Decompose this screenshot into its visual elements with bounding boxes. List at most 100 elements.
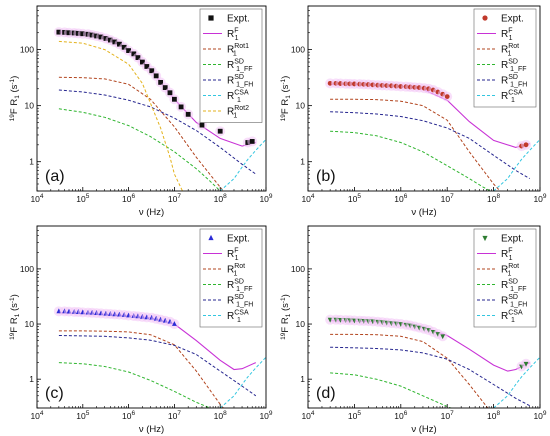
x-axis-label: ν (Hz) xyxy=(411,207,436,218)
legend-label: Expt. xyxy=(501,14,524,25)
x-tick-label: 107 xyxy=(168,193,181,204)
legend-label: RRot 1 xyxy=(501,43,519,58)
legend-label: Expt. xyxy=(227,234,250,245)
legend-marker xyxy=(482,235,488,242)
expt-point xyxy=(249,139,255,144)
x-tick-label: 108 xyxy=(214,193,227,204)
legend-label: RSD 1_FH xyxy=(227,294,253,309)
series-line-r1rot xyxy=(330,98,501,191)
expt-point xyxy=(112,39,118,45)
expt-point xyxy=(117,41,122,47)
y-tick-label: 100 xyxy=(20,45,34,55)
legend-marker xyxy=(208,234,214,241)
series-group xyxy=(330,83,540,191)
y-tick-label: 10 xyxy=(25,319,35,329)
x-tick-label: 104 xyxy=(301,193,314,204)
y-tick-label: 10 xyxy=(25,101,35,111)
expt-point xyxy=(158,79,164,85)
legend-label: RRot 1 xyxy=(501,263,519,278)
x-axis-label: ν (Hz) xyxy=(139,207,164,218)
expt-point xyxy=(523,361,529,367)
legend-box xyxy=(199,228,263,328)
legend-label: RCSA 1 xyxy=(227,90,249,105)
series-line-r1csa xyxy=(219,139,266,191)
legend-label: RF 1 xyxy=(227,28,239,43)
plot-frame xyxy=(307,225,541,409)
expt-point xyxy=(56,29,62,35)
legend-label: RRot 1 xyxy=(227,263,245,278)
expt-point xyxy=(199,122,205,128)
y-axis-label: 19F R1 (s-1) xyxy=(9,76,21,122)
x-tick-label: 105 xyxy=(348,410,361,421)
panel-label: (d) xyxy=(316,385,336,402)
x-axis-label: ν (Hz) xyxy=(411,424,436,435)
legend-label: Expt. xyxy=(227,14,250,25)
series-line-r1sd-fh xyxy=(58,89,257,175)
x-tick-label: 106 xyxy=(122,193,135,204)
x-tick-label: 109 xyxy=(533,410,546,421)
expt-points xyxy=(325,314,532,372)
expt-point xyxy=(162,85,168,90)
legend-label: Expt. xyxy=(501,234,524,245)
legend-box xyxy=(473,228,537,328)
legend-label: RRot2 1 xyxy=(227,105,249,120)
series-line-r1csa xyxy=(493,139,540,191)
y-axis-label: 19F R1 (s-1) xyxy=(9,294,21,340)
expt-point xyxy=(139,59,145,65)
series-line-r1sd-ff xyxy=(58,362,212,408)
series-line-r1rot2 xyxy=(58,40,183,191)
plot-frame xyxy=(36,5,267,192)
expt-point xyxy=(217,128,223,134)
legend-label: RSD 1_FF xyxy=(227,59,253,74)
legend-box xyxy=(199,8,263,123)
expt-point xyxy=(172,96,177,102)
legend-label: RSD 1_FF xyxy=(501,279,527,294)
y-tick-label: 1 xyxy=(29,374,34,384)
x-tick-label: 104 xyxy=(30,193,43,204)
y-tick-label: 100 xyxy=(20,264,34,274)
y-tick-label: 10 xyxy=(296,319,306,329)
x-tick-label: 106 xyxy=(122,410,135,421)
x-tick-label: 108 xyxy=(487,193,500,204)
x-tick-label: 108 xyxy=(487,410,500,421)
x-tick-label: 105 xyxy=(348,193,361,204)
series-line-r1sd-ff xyxy=(330,130,492,191)
legend-label: RF 1 xyxy=(227,248,239,263)
expt-point xyxy=(98,34,104,40)
x-tick-label: 104 xyxy=(301,410,314,421)
y-tick-label: 1 xyxy=(300,374,305,384)
x-axis-label: ν (Hz) xyxy=(139,424,164,435)
panel-label: (b) xyxy=(316,168,336,185)
series-line-r1sd-fh xyxy=(58,335,257,397)
expt-point xyxy=(135,55,141,61)
panel-label: (a) xyxy=(45,168,65,185)
expt-point xyxy=(185,111,191,117)
expt-point xyxy=(167,90,173,96)
x-tick-label: 104 xyxy=(30,410,43,421)
legend-label: RSD 1_FF xyxy=(227,279,253,294)
x-tick-label: 106 xyxy=(394,410,407,421)
expt-point xyxy=(172,321,177,326)
series-line-r1sd-fh xyxy=(330,346,530,407)
legend-marker xyxy=(482,15,488,21)
x-tick-label: 107 xyxy=(441,193,454,204)
y-tick-label: 1 xyxy=(29,157,34,167)
expt-points xyxy=(53,306,180,330)
expt-point xyxy=(444,94,450,100)
expt-point xyxy=(153,73,159,79)
y-tick-label: 1 xyxy=(300,157,305,167)
panel-label: (c) xyxy=(45,385,64,402)
x-tick-label: 107 xyxy=(441,410,454,421)
legend-label: RF 1 xyxy=(501,248,513,263)
legend-label: RSD 1_FF xyxy=(501,59,527,74)
expt-point xyxy=(121,44,127,50)
series-line-r1sd-ff xyxy=(58,108,221,191)
x-tick-label: 109 xyxy=(259,193,272,204)
